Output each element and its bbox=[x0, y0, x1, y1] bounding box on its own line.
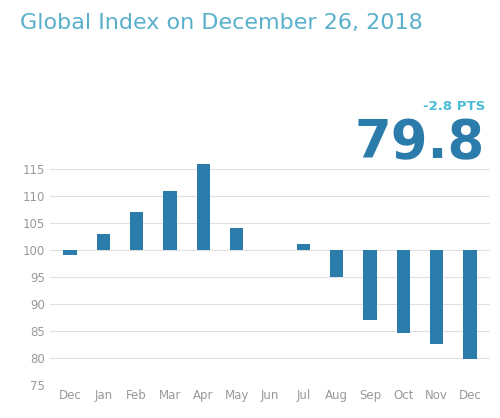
Bar bbox=[464, 250, 476, 359]
Bar bbox=[164, 191, 176, 250]
Text: Global Index on December 26, 2018: Global Index on December 26, 2018 bbox=[20, 13, 423, 33]
Text: 79.8: 79.8 bbox=[355, 117, 485, 169]
Bar bbox=[364, 250, 376, 320]
Bar bbox=[396, 250, 410, 334]
Bar bbox=[96, 234, 110, 250]
Bar bbox=[64, 250, 76, 255]
Bar bbox=[296, 245, 310, 250]
Bar bbox=[130, 212, 143, 250]
Bar bbox=[330, 250, 344, 277]
Bar bbox=[430, 250, 444, 344]
Bar bbox=[196, 164, 210, 250]
Text: -2.8 PTS: -2.8 PTS bbox=[423, 100, 485, 113]
Bar bbox=[230, 228, 243, 250]
